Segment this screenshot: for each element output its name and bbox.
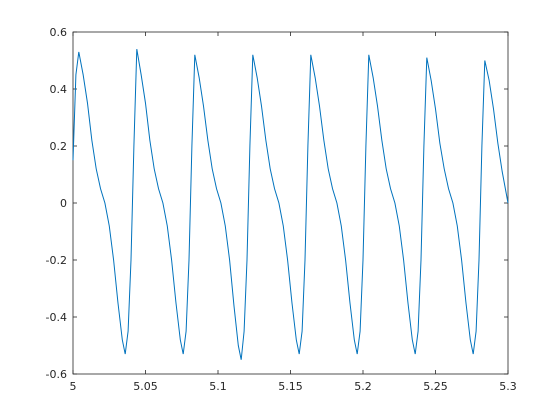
data-line bbox=[72, 49, 509, 360]
y-tick-label: -0.4 bbox=[46, 311, 67, 324]
x-tick-label: 5.1 bbox=[209, 380, 227, 393]
y-tick-label: 0.4 bbox=[50, 83, 68, 96]
y-tick-label: 0 bbox=[60, 197, 67, 210]
y-tick-label: -0.6 bbox=[46, 368, 67, 381]
x-tick-label: 5.3 bbox=[499, 380, 517, 393]
x-tick-label: 5.25 bbox=[423, 380, 448, 393]
y-tick-label: -0.2 bbox=[46, 254, 67, 267]
x-tick-label: 5.2 bbox=[354, 380, 372, 393]
x-tick-label: 5 bbox=[70, 380, 77, 393]
x-tick-label: 5.15 bbox=[278, 380, 303, 393]
y-tick-label: 0.6 bbox=[50, 26, 68, 39]
y-tick-label: 0.2 bbox=[50, 140, 68, 153]
x-tick-label: 5.05 bbox=[133, 380, 158, 393]
plot-frame bbox=[72, 31, 509, 375]
